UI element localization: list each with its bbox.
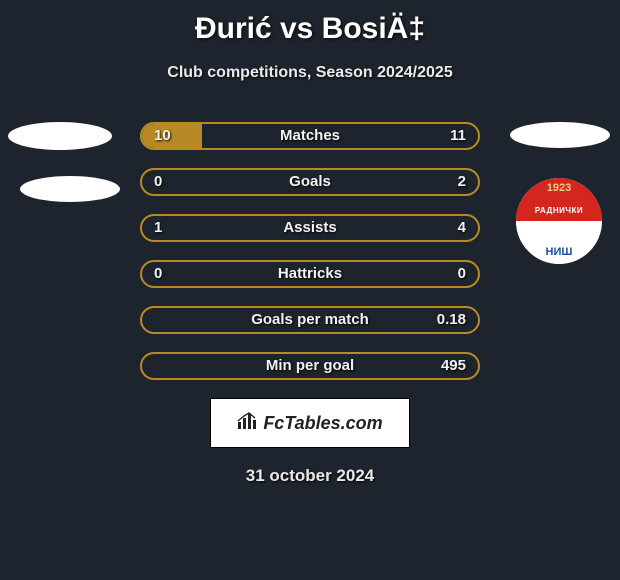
stat-row: 0Goals2 <box>140 168 480 196</box>
player-left-photo-placeholder <box>8 122 112 150</box>
crest-year: 1923 <box>516 182 602 194</box>
crest-city: НИШ <box>516 246 602 258</box>
stat-right-value: 2 <box>458 170 466 194</box>
stat-label: Assists <box>142 216 478 240</box>
stat-row: 0Hattricks0 <box>140 260 480 288</box>
stat-right-value: 0.18 <box>437 308 466 332</box>
snapshot-date: 31 october 2024 <box>0 466 620 486</box>
brand-box: FcTables.com <box>210 398 410 448</box>
player-right-photo-placeholder <box>510 122 610 148</box>
stats-list: 10Matches110Goals21Assists40Hattricks0Go… <box>140 122 480 380</box>
stat-right-value: 4 <box>458 216 466 240</box>
stat-row: 1Assists4 <box>140 214 480 242</box>
stat-label: Matches <box>142 124 478 148</box>
stat-row: 10Matches11 <box>140 122 480 150</box>
comparison-title: Đurić vs BosiÄ‡ <box>0 0 620 46</box>
stat-right-value: 495 <box>441 354 466 378</box>
stat-label: Goals per match <box>142 308 478 332</box>
stat-right-value: 11 <box>450 124 466 148</box>
stat-label: Min per goal <box>142 354 478 378</box>
stat-label: Hattricks <box>142 262 478 286</box>
brand-chart-icon <box>237 412 259 435</box>
club-left-crest-placeholder <box>20 176 120 202</box>
stat-right-value: 0 <box>458 262 466 286</box>
crest-clubname: РАДНИЧКИ <box>516 206 602 215</box>
stat-row: Goals per match0.18 <box>140 306 480 334</box>
brand-text: FcTables.com <box>263 413 382 434</box>
comparison-subtitle: Club competitions, Season 2024/2025 <box>0 64 620 82</box>
stat-label: Goals <box>142 170 478 194</box>
stat-row: Min per goal495 <box>140 352 480 380</box>
club-right-crest: 1923 РАДНИЧКИ НИШ <box>516 178 602 264</box>
